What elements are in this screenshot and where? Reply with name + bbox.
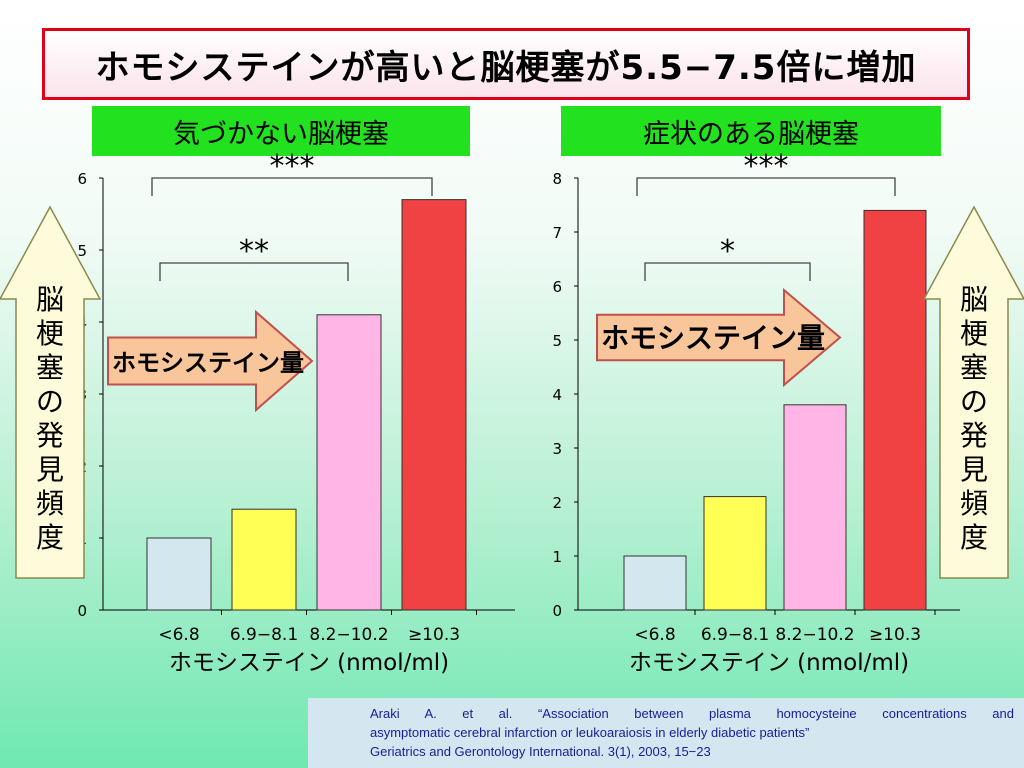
side-label-char: 脳 [960,283,988,316]
y-tick-label: 1 [552,548,562,566]
x-tick-label: 6.9−8.1 [701,625,769,645]
side-label-char: 塞 [36,351,64,384]
side-label-char: の [36,385,64,418]
page-title: ホモシステインが高いと脳梗塞が5.5−7.5倍に増加 [42,28,970,100]
significance-bracket [644,262,811,281]
reference-line-1: Araki A. et al. “Association between pla… [370,706,1014,721]
significance-label: *** [270,149,315,184]
side-label-char: 塞 [960,351,988,384]
side-label-char: 頻 [960,487,988,520]
x-axis-label: ホモシステイン (nmol/ml) [629,650,909,676]
significance-label: *** [744,149,789,184]
x-tick-label: ≥10.3 [408,625,460,645]
y-tick-label: 3 [552,440,562,458]
bar-1 [231,508,297,611]
significance-label: ** [239,234,269,269]
significance-bracket [151,177,433,196]
reference-line-2: asymptomatic cerebral infarction or leuk… [370,725,810,740]
bar-2 [316,314,382,611]
x-tick-label: ≥10.3 [869,625,921,645]
y-tick-label: 0 [77,602,87,620]
x-tick-label: 8.2−10.2 [309,625,388,645]
side-label-char: 度 [960,521,988,554]
side-label-char: 発 [36,419,64,452]
y-tick-label: 2 [552,494,562,512]
reference-box: Araki A. et al. “Association between pla… [308,698,1024,768]
arrow-label: ホモシステイン量 [112,349,304,377]
side-label-char: 頻 [36,487,64,520]
reference-line-3: Geriatrics and Gerontology International… [370,744,711,759]
y-tick-label: 6 [77,170,87,188]
panel-label-left: 気づかない脳梗塞 [92,106,470,156]
frequency-arrow-right [922,205,1024,579]
bar-3 [863,209,927,611]
x-tick-label: 6.9−8.1 [230,625,298,645]
bar-3 [401,199,467,611]
x-tick-label: 8.2−10.2 [775,625,854,645]
y-tick-label: 8 [552,170,562,188]
panel-label-right: 症状のある脳梗塞 [561,106,941,156]
y-tick-label: 4 [552,386,562,404]
significance-label: * [720,234,735,269]
side-label-char: 度 [36,521,64,554]
side-label-char: の [960,385,988,418]
arrow-label: ホモシステイン量 [601,322,825,355]
frequency-arrow-left [0,205,102,579]
y-tick-label: 6 [552,278,562,296]
bar-1 [703,496,767,611]
side-label-char: 見 [960,453,988,486]
y-tick-label: 5 [552,332,562,350]
y-tick-label: 0 [552,602,562,620]
bar-2 [783,404,847,611]
side-label-char: 梗 [36,317,64,350]
x-tick-label: <6.8 [158,625,199,645]
significance-bracket [159,262,349,281]
significance-bracket [636,177,896,196]
y-tick-label: 7 [552,224,562,242]
y-tick-label: 5 [77,242,87,260]
bar-0 [623,555,687,611]
x-axis-label: ホモシステイン (nmol/ml) [169,650,449,676]
x-tick-label: <6.8 [634,625,675,645]
bar-0 [146,537,212,611]
side-label-char: 発 [960,419,988,452]
side-label-char: 見 [36,453,64,486]
side-label-char: 脳 [36,283,64,316]
arrow-shape [596,287,842,388]
arrow-shape [107,309,314,413]
side-label-char: 梗 [960,317,988,350]
